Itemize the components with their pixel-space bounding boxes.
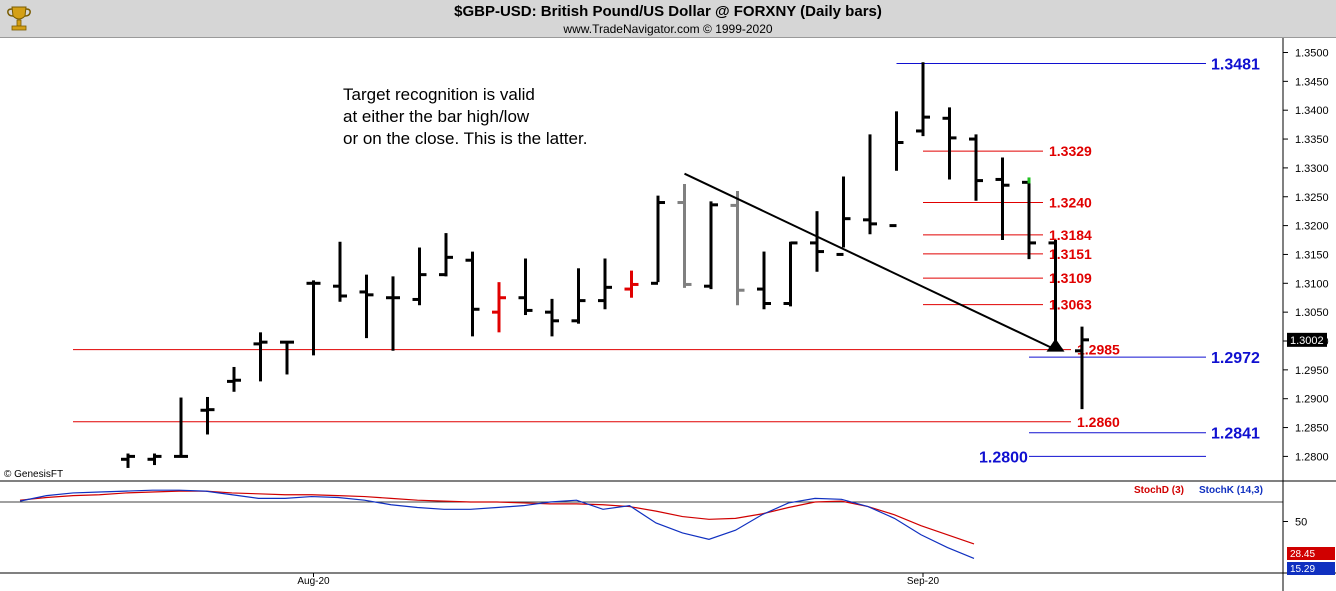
price-tick-label: 1.3200 bbox=[1295, 221, 1329, 233]
time-tick-label: Aug-20 bbox=[297, 576, 330, 587]
price-tick-label: 1.3150 bbox=[1295, 249, 1329, 261]
price-tick-label: 1.3450 bbox=[1295, 76, 1329, 88]
copyright-label: © GenesisFT bbox=[4, 469, 63, 480]
stoch-d-legend: StochD (3) bbox=[1134, 485, 1184, 496]
price-tick-label: 1.2900 bbox=[1295, 394, 1329, 406]
last-price-box bbox=[1287, 332, 1327, 347]
last-price-label: 1.3002 bbox=[1290, 335, 1324, 347]
red-target-label: 1.3240 bbox=[1049, 195, 1092, 211]
stoch-k-legend: StochK (14,3) bbox=[1199, 485, 1263, 496]
trophy-icon bbox=[7, 6, 31, 31]
annotation-arrow-line bbox=[684, 172, 1056, 351]
price-tick-label: 1.2850 bbox=[1295, 423, 1329, 435]
stoch-k-line bbox=[19, 489, 975, 559]
stoch-k-value-box bbox=[1287, 562, 1335, 575]
red-target-label: 1.3184 bbox=[1049, 227, 1092, 243]
stoch-d-line bbox=[19, 490, 975, 545]
price-bars bbox=[121, 62, 1089, 468]
red-target-label: 1.3151 bbox=[1049, 246, 1092, 262]
red-target-label: 1.3063 bbox=[1049, 297, 1092, 313]
blue-target-label: 1.2841 bbox=[1211, 426, 1260, 443]
stoch-tick-label: 50 bbox=[1295, 517, 1307, 529]
red-target-label: 1.2985 bbox=[1077, 342, 1120, 358]
price-tick-label: 1.2950 bbox=[1295, 365, 1329, 377]
price-tick-label: 1.3100 bbox=[1295, 278, 1329, 290]
price-tick-label: 1.3300 bbox=[1295, 163, 1329, 175]
stochastic-panel: StochD (3) StochK (14,3) 50 28.45 15.29 bbox=[19, 485, 1335, 575]
time-tick-label: Sep-20 bbox=[907, 576, 940, 587]
target-triangle-marker bbox=[1046, 338, 1065, 352]
chart-frame bbox=[0, 38, 1336, 591]
price-tick-label: 1.3350 bbox=[1295, 134, 1329, 146]
red-target-label: 1.3109 bbox=[1049, 270, 1092, 286]
annotation-text-line: or on the close. This is the latter. bbox=[343, 129, 587, 148]
price-chart[interactable]: 1.3329 1.3240 1.3184 1.3151 1.3109 1.3063 1.29… bbox=[0, 37, 1336, 591]
price-tick-label: 1.3400 bbox=[1295, 105, 1329, 117]
price-tick-label: 1.3250 bbox=[1295, 192, 1329, 204]
blue-target-label: 1.2800 bbox=[979, 449, 1028, 466]
stoch-k-value: 15.29 bbox=[1290, 564, 1315, 575]
stoch-d-value: 28.45 bbox=[1290, 549, 1315, 560]
red-target-label: 1.2860 bbox=[1077, 414, 1120, 430]
chart-header: $GBP-USD: British Pound/US Dollar @ FORX… bbox=[0, 0, 1336, 38]
chart-title: $GBP-USD: British Pound/US Dollar @ FORX… bbox=[454, 3, 882, 20]
annotation-text-line: at either the bar high/low bbox=[343, 107, 530, 126]
price-axis: 1.3500 1.3450 1.3400 1.3350 1.3300 1.3250 1.32… bbox=[297, 48, 1328, 588]
chart-subtitle: www.TradeNavigator.com © 1999-2020 bbox=[563, 22, 773, 36]
price-tick-label: 1.3500 bbox=[1295, 48, 1329, 60]
blue-target-label: 1.2972 bbox=[1211, 350, 1260, 367]
blue-target-label: 1.3481 bbox=[1211, 56, 1260, 73]
red-target-label: 1.3329 bbox=[1049, 143, 1092, 159]
annotation-text-line: Target recognition is valid bbox=[343, 85, 535, 104]
annotations: Target recognition is valid at either the… bbox=[4, 85, 1065, 480]
price-tick-label: 1.2800 bbox=[1295, 451, 1329, 463]
target-levels: 1.3329 1.3240 1.3184 1.3151 1.3109 1.3063 1.29… bbox=[73, 56, 1260, 466]
stoch-d-value-box bbox=[1287, 547, 1335, 560]
price-tick-label: 1.3050 bbox=[1295, 307, 1329, 319]
